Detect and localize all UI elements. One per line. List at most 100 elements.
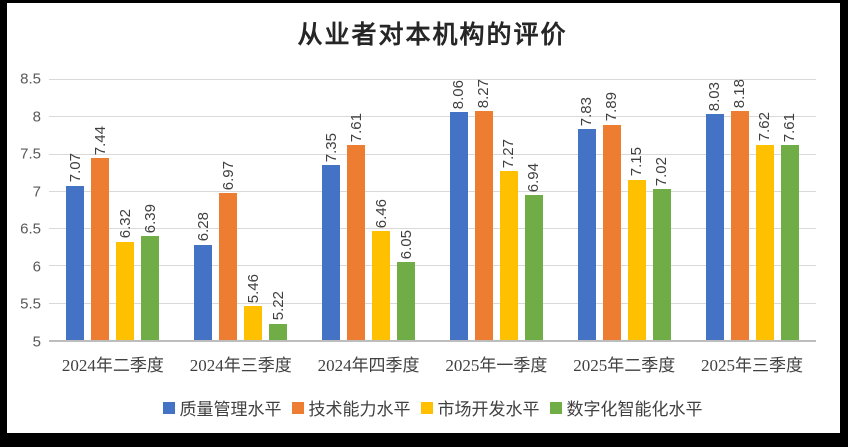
bar-cell: 6.94	[524, 79, 543, 340]
bar-cell: 7.83	[577, 79, 596, 340]
bar	[347, 145, 366, 340]
gridline	[49, 265, 816, 267]
bar	[269, 323, 288, 340]
data-label: 6.05	[397, 229, 415, 259]
data-label: 7.89	[603, 92, 621, 122]
legend-label: 技术能力水平	[308, 400, 411, 419]
bar	[577, 128, 596, 340]
legend-swatch-icon	[420, 401, 433, 414]
chart-title: 从业者对本机构的评价	[297, 22, 568, 49]
bar-cell: 6.05	[397, 79, 416, 340]
legend: 质量管理水平 技术能力水平 市场开发水平 数字化智能化水平	[49, 395, 816, 420]
bar	[66, 185, 85, 340]
plot-area: 7.07 7.44 6.32 6.39 6.28 6.97 5.46 5.22 7.35 7.61…	[49, 79, 816, 342]
bar-cell: 6.28	[194, 79, 213, 340]
gridline	[49, 228, 816, 230]
data-label: 7.61	[347, 113, 365, 143]
gridline	[49, 302, 816, 304]
bar-cell: 7.44	[91, 79, 110, 340]
gridline	[49, 79, 816, 80]
bar-cell: 7.61	[780, 79, 799, 340]
gridline	[49, 190, 816, 192]
y-tick-label: 8.5	[20, 70, 41, 88]
bar-group: 8.06 8.27 7.27 6.94	[433, 79, 561, 340]
bar-cell: 5.22	[269, 79, 288, 340]
data-label: 5.46	[244, 273, 262, 303]
bar-cell: 7.15	[627, 79, 646, 340]
bar-group: 8.03 8.18 7.62 7.61	[688, 79, 816, 340]
data-label: 6.94	[525, 163, 543, 193]
bar-cell: 6.46	[372, 79, 391, 340]
bar	[322, 164, 341, 340]
bar	[602, 124, 621, 340]
y-tick-label: 5	[32, 333, 41, 351]
legend-item: 数字化智能化水平	[549, 395, 703, 420]
bar	[474, 111, 493, 340]
bar	[141, 236, 160, 340]
y-tick-label: 8	[32, 108, 41, 126]
x-axis-label: 2024年三季度	[189, 356, 292, 375]
bar-cell: 8.18	[730, 79, 749, 340]
bar-cell: 8.27	[474, 79, 493, 340]
data-label: 7.83	[578, 96, 596, 126]
bar	[449, 111, 468, 340]
legend-label: 数字化智能化水平	[566, 400, 703, 419]
bar	[219, 193, 238, 340]
bar-cell: 7.27	[499, 79, 518, 340]
bar-cell: 7.07	[66, 79, 85, 340]
bar	[652, 189, 671, 340]
bar-group: 7.83 7.89 7.15 7.02	[560, 79, 688, 340]
data-label: 6.32	[116, 209, 134, 239]
bar	[755, 144, 774, 340]
legend-item: 技术能力水平	[291, 395, 411, 420]
bar-group: 7.35 7.61 6.46 6.05	[305, 79, 433, 340]
y-tick-label: 6.5	[20, 220, 41, 238]
data-label: 8.06	[450, 79, 468, 109]
bar	[244, 305, 263, 340]
data-label: 7.44	[91, 125, 109, 156]
legend-label: 市场开发水平	[437, 400, 540, 419]
data-label: 6.46	[372, 198, 390, 229]
data-label: 6.28	[194, 212, 212, 242]
x-axis-label: 2025年二季度	[573, 356, 676, 375]
y-tick-label: 7	[32, 183, 41, 201]
data-label: 7.35	[322, 132, 340, 162]
x-axis: 2024年二季度 2024年三季度 2024年四季度 2025年一季度 2025年二季度…	[49, 351, 816, 376]
legend-label: 质量管理水平	[179, 400, 282, 419]
bar	[91, 158, 110, 340]
bar	[116, 241, 135, 340]
data-label: 5.22	[269, 291, 287, 321]
bar	[705, 114, 724, 340]
bar	[397, 261, 416, 340]
data-label: 7.62	[756, 112, 774, 142]
bar	[194, 244, 213, 340]
legend-item: 质量管理水平	[162, 395, 282, 420]
x-axis-label: 2025年三季度	[701, 356, 804, 375]
data-label: 7.27	[500, 138, 518, 168]
gridline	[49, 116, 816, 118]
bar-cell: 7.02	[652, 79, 671, 340]
legend-swatch-icon	[162, 401, 175, 414]
data-label: 7.15	[628, 147, 646, 177]
data-label: 6.39	[141, 204, 159, 234]
data-label: 8.03	[706, 81, 724, 112]
bar-cell: 8.06	[449, 79, 468, 340]
data-label: 6.97	[219, 160, 237, 191]
data-label: 8.27	[475, 79, 493, 109]
y-axis: 8.5 8 7.5 7 6.5 6 5.5 5	[7, 71, 41, 351]
data-label: 7.07	[66, 153, 84, 183]
bar-cell: 6.32	[116, 79, 135, 340]
bar-group: 7.07 7.44 6.32 6.39	[49, 79, 177, 340]
bar-cell: 6.97	[219, 79, 238, 340]
bar-cell: 7.61	[347, 79, 366, 340]
y-tick-label: 6	[32, 258, 41, 276]
bar-cell: 7.89	[602, 79, 621, 340]
bar	[780, 145, 799, 340]
legend-swatch-icon	[549, 401, 562, 414]
data-label: 7.02	[653, 157, 671, 187]
x-axis-label: 2025年一季度	[445, 356, 548, 375]
data-label: 8.18	[731, 79, 749, 109]
x-axis-label: 2024年四季度	[317, 356, 420, 375]
legend-item: 市场开发水平	[420, 395, 540, 420]
bar-cell: 7.62	[755, 79, 774, 340]
